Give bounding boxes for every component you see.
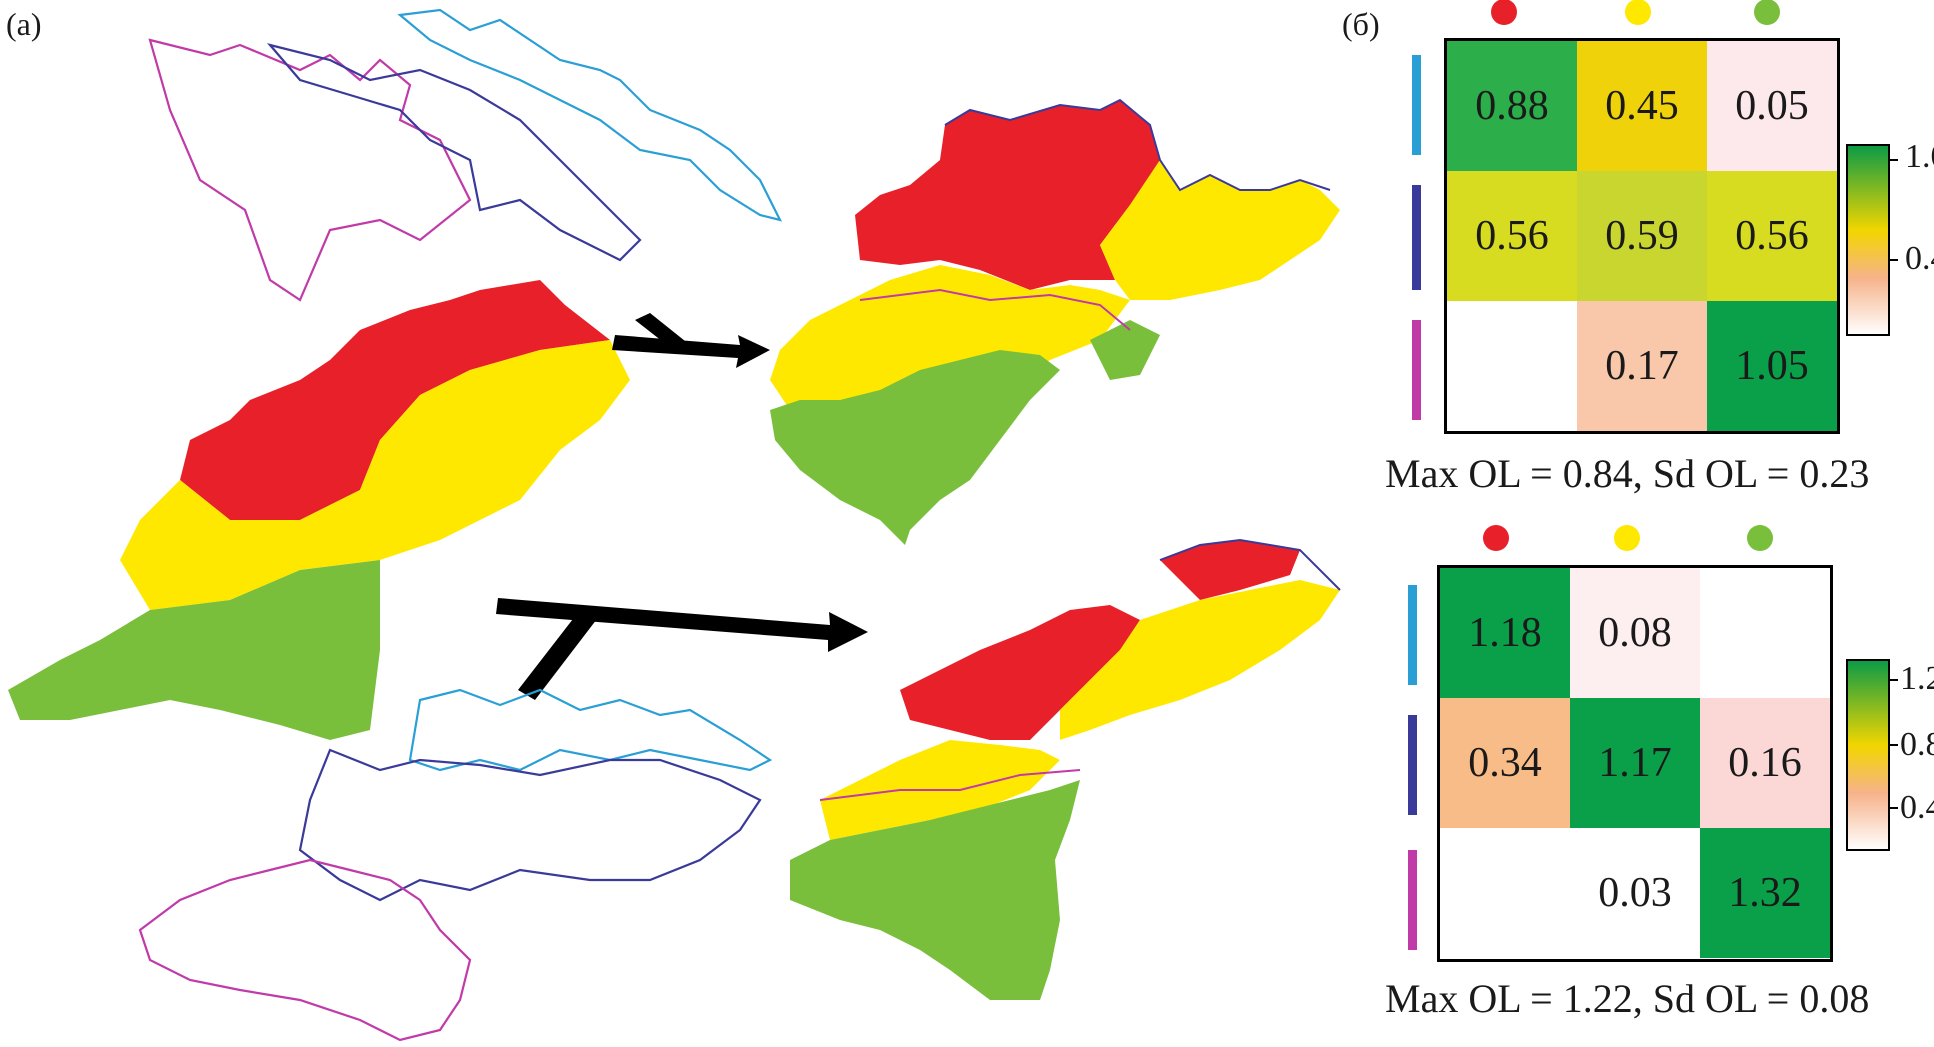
overlap-matrix-top: 0.88 0.45 0.05 0.56 0.59 0.56 0.17 1.05 <box>1444 38 1840 434</box>
matrix-bottom-stat: Max OL = 1.22, Sd OL = 0.08 <box>1385 976 1870 1021</box>
arrow-top <box>612 313 770 368</box>
matrix-cell: 1.05 <box>1707 301 1837 431</box>
matrix-cell: 0.59 <box>1577 171 1707 301</box>
matrix-cell: 0.05 <box>1707 41 1837 171</box>
outline-map-bottom <box>138 688 773 1042</box>
matrix-cell: 1.17 <box>1570 698 1700 828</box>
matrix-cell: 0.17 <box>1577 301 1707 431</box>
matrix-cell: 1.32 <box>1700 828 1830 958</box>
color-scale-top <box>1846 144 1890 336</box>
matrix-cell <box>1447 301 1577 431</box>
matrix-cell <box>1440 828 1570 958</box>
matrix-cell: 0.56 <box>1707 171 1837 301</box>
dots-bottom <box>1483 525 1773 551</box>
matrix-cell: 0.88 <box>1447 41 1577 171</box>
scale-top-tick-2: 0.4 <box>1905 240 1934 277</box>
panel-label-b: (б) <box>1342 6 1380 42</box>
matrix-cell <box>1700 568 1830 698</box>
matrix-cell: 0.34 <box>1440 698 1570 828</box>
row-bars-bottom <box>1408 585 1417 950</box>
central-filled-map <box>8 280 630 740</box>
matrix-cell: 0.16 <box>1700 698 1830 828</box>
row-bars-top <box>1412 55 1421 420</box>
matrix-cell: 1.18 <box>1440 568 1570 698</box>
matrix-cell: 0.03 <box>1570 828 1700 958</box>
matrix-cell: 0.45 <box>1577 41 1707 171</box>
scale-bottom-tick-2: 0.8 <box>1900 726 1934 763</box>
matrix-top-stat: Max OL = 0.84, Sd OL = 0.23 <box>1385 451 1870 496</box>
result-map-bottom <box>790 538 1341 1000</box>
color-scale-bottom <box>1846 659 1890 851</box>
scale-bottom-tick-3: 0.4 <box>1900 789 1934 826</box>
scale-bottom-tick-1: 1.2 <box>1900 660 1934 697</box>
matrix-cell: 0.56 <box>1447 171 1577 301</box>
result-map-top <box>770 98 1340 545</box>
dots-top <box>1491 0 1780 25</box>
panel-label-a: (a) <box>6 6 42 42</box>
scale-top-tick-1: 1.0 <box>1905 138 1934 175</box>
matrix-cell: 0.08 <box>1570 568 1700 698</box>
outline-map-top <box>148 8 783 302</box>
overlap-matrix-bottom: 1.18 0.08 0.34 1.17 0.16 0.03 1.32 <box>1437 565 1833 962</box>
arrow-bottom <box>496 598 868 700</box>
